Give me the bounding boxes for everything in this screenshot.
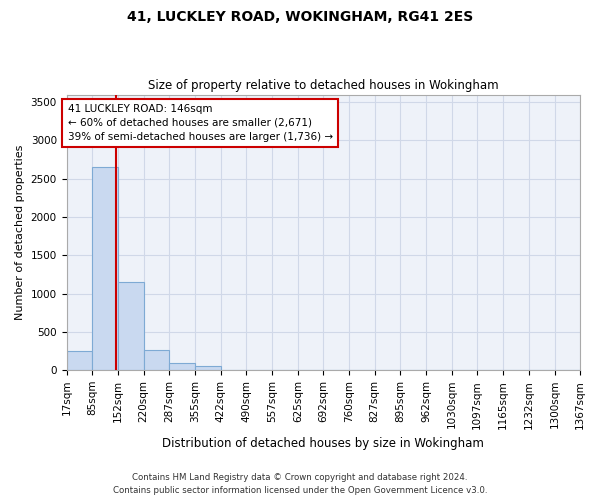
Bar [144,350,169,370]
Y-axis label: Number of detached properties: Number of detached properties [15,144,25,320]
Text: 41, LUCKLEY ROAD, WOKINGHAM, RG41 2ES: 41, LUCKLEY ROAD, WOKINGHAM, RG41 2ES [127,10,473,24]
Bar [118,282,144,370]
Title: Size of property relative to detached houses in Wokingham: Size of property relative to detached ho… [148,79,499,92]
Text: 41 LUCKLEY ROAD: 146sqm
← 60% of detached houses are smaller (2,671)
39% of semi: 41 LUCKLEY ROAD: 146sqm ← 60% of detache… [68,104,333,142]
Bar [67,351,92,370]
X-axis label: Distribution of detached houses by size in Wokingham: Distribution of detached houses by size … [163,437,484,450]
Bar [195,366,221,370]
Bar [92,168,118,370]
Text: Contains HM Land Registry data © Crown copyright and database right 2024.
Contai: Contains HM Land Registry data © Crown c… [113,473,487,495]
Bar [169,362,195,370]
